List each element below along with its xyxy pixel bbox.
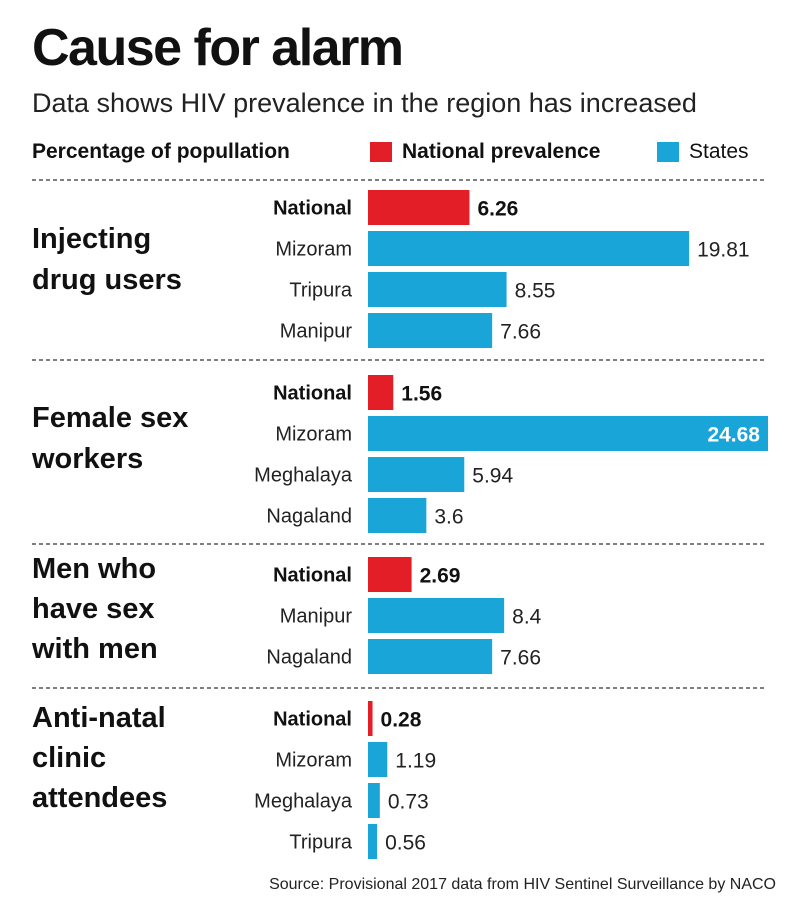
legend-label-national: National prevalence <box>402 140 601 163</box>
bar-nagaland <box>368 639 493 674</box>
value-label: 5.94 <box>472 465 513 488</box>
category-label: Nagaland <box>266 647 352 669</box>
value-label: 19.81 <box>697 239 750 262</box>
value-label: 0.28 <box>381 709 422 732</box>
legend: Percentage of popullation National preva… <box>32 137 772 167</box>
legend-label-states: States <box>689 140 749 163</box>
value-label: 7.66 <box>500 647 541 670</box>
category-label: Nagaland <box>266 506 352 528</box>
category-label: National <box>273 198 352 220</box>
bar-nagaland <box>368 498 427 533</box>
category-label: Mizoram <box>275 424 352 446</box>
category-label: Meghalaya <box>254 465 353 487</box>
category-label: Mizoram <box>275 239 352 261</box>
bar-tripura <box>368 272 507 307</box>
chart-title: Cause for alarm <box>32 19 404 77</box>
value-label: 0.56 <box>385 832 426 855</box>
bar-manipur <box>368 598 505 633</box>
legend-swatch-states <box>657 142 679 162</box>
bar-national <box>368 190 470 225</box>
bar-national <box>368 375 394 410</box>
category-label: Manipur <box>280 321 353 343</box>
value-label: 2.69 <box>420 565 461 588</box>
value-label: 1.56 <box>401 383 442 406</box>
category-label: Tripura <box>289 280 352 302</box>
value-label: 8.4 <box>512 606 542 629</box>
bar-meghalaya <box>368 457 465 492</box>
value-label: 3.6 <box>434 506 463 529</box>
value-label: 1.19 <box>395 750 436 773</box>
bar-mizoram <box>368 742 388 777</box>
legend-swatch-national <box>370 142 392 162</box>
category-label: Manipur <box>280 606 353 628</box>
value-label: 24.68 <box>707 424 760 447</box>
bar-meghalaya <box>368 783 380 818</box>
category-label: National <box>273 383 352 405</box>
group-label: Men who have sex with men <box>31 553 158 665</box>
bar-manipur <box>368 313 493 348</box>
value-label: 8.55 <box>515 280 556 303</box>
category-label: Meghalaya <box>254 791 353 813</box>
bar-national <box>368 701 373 736</box>
group-label: Injecting drug users <box>32 223 182 296</box>
group-label: Anti-natal clinic attendees <box>32 702 167 814</box>
value-label: 0.73 <box>388 791 429 814</box>
category-label: Tripura <box>289 832 352 854</box>
category-label: National <box>273 565 352 587</box>
category-label: National <box>273 709 352 731</box>
category-label: Mizoram <box>275 750 352 772</box>
group-label: Female sex workers <box>31 402 188 475</box>
chart-subtitle: Data shows HIV prevalence in the region … <box>32 88 697 118</box>
bar-national <box>368 557 412 592</box>
value-label: 7.66 <box>500 321 541 344</box>
value-label: 6.26 <box>477 198 518 221</box>
bar-tripura <box>368 824 378 859</box>
bar-mizoram <box>368 416 768 451</box>
source-note: Source: Provisional 2017 data from HIV S… <box>269 876 776 893</box>
bar-mizoram <box>368 231 690 266</box>
units-label: Percentage of popullation <box>32 140 290 163</box>
